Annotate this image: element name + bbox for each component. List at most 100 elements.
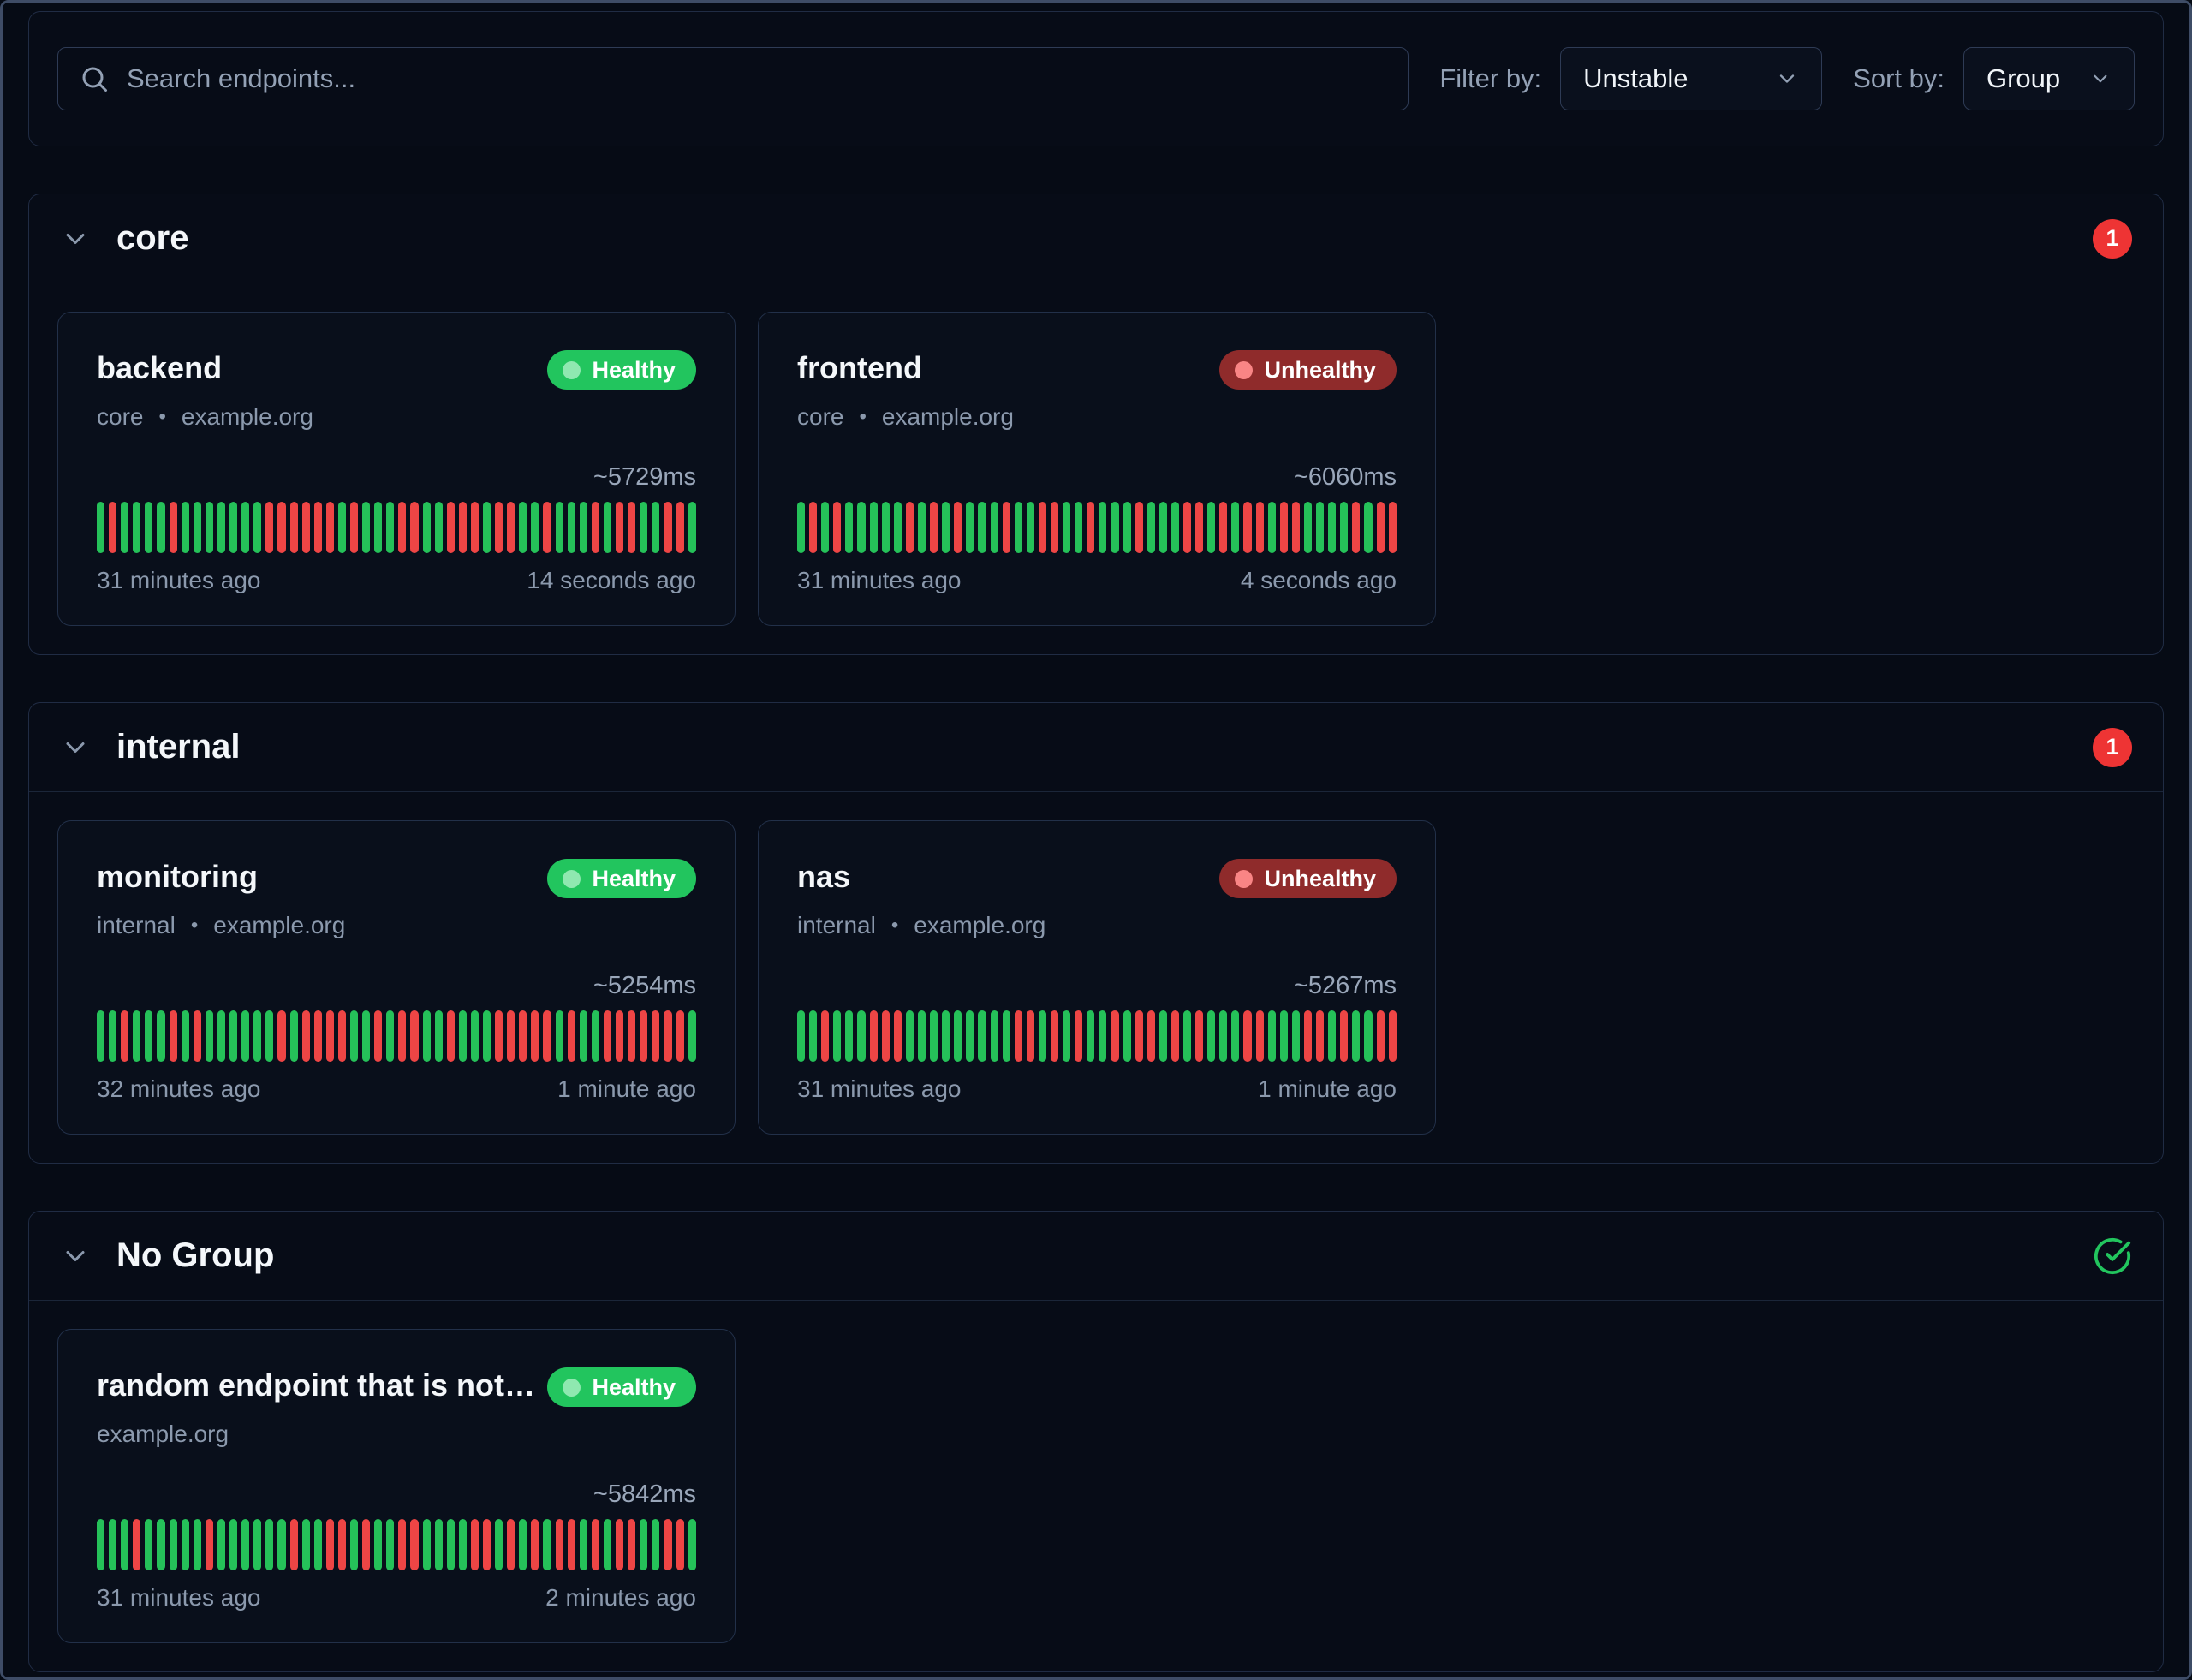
uptime-bar[interactable] [531, 1519, 539, 1570]
uptime-bar[interactable] [205, 1010, 213, 1062]
uptime-bar[interactable] [398, 1010, 407, 1062]
uptime-bar[interactable] [1340, 502, 1349, 553]
uptime-bar[interactable] [386, 1010, 395, 1062]
uptime-bar[interactable] [241, 1010, 250, 1062]
uptime-bar[interactable] [386, 1519, 395, 1570]
uptime-bar[interactable] [978, 1010, 986, 1062]
uptime-bar[interactable] [181, 1010, 189, 1062]
uptime-bar[interactable] [507, 1010, 515, 1062]
uptime-bar[interactable] [277, 1519, 286, 1570]
uptime-bar[interactable] [133, 1010, 141, 1062]
uptime-bar[interactable] [1123, 502, 1131, 553]
uptime-bar[interactable] [688, 1010, 696, 1062]
uptime-bar[interactable] [616, 1010, 624, 1062]
uptime-bar[interactable] [1388, 1010, 1397, 1062]
uptime-bar[interactable] [458, 502, 467, 553]
uptime-bar[interactable] [349, 502, 359, 553]
endpoint-card[interactable]: nas Unhealthy internal • example.org ~52… [758, 820, 1436, 1135]
uptime-bar[interactable] [893, 1010, 902, 1062]
uptime-bar[interactable] [1123, 1010, 1131, 1062]
uptime-bar[interactable] [446, 1010, 455, 1062]
uptime-bar[interactable] [543, 1519, 551, 1570]
uptime-bar[interactable] [543, 1010, 551, 1062]
uptime-bar[interactable] [229, 1010, 238, 1062]
uptime-bar[interactable] [857, 1010, 866, 1062]
uptime-bar[interactable] [217, 502, 226, 553]
uptime-bar[interactable] [954, 1010, 962, 1062]
uptime-bar[interactable] [217, 1519, 226, 1570]
uptime-bar[interactable] [1364, 1010, 1373, 1062]
uptime-bar[interactable] [1376, 502, 1385, 553]
uptime-bar[interactable] [325, 1519, 334, 1570]
uptime-bar[interactable] [688, 1519, 696, 1570]
search-input[interactable] [127, 63, 1388, 94]
uptime-bar[interactable] [483, 1010, 491, 1062]
uptime-bar[interactable] [531, 502, 539, 553]
uptime-bar[interactable] [519, 1519, 527, 1570]
uptime-bar[interactable] [157, 1010, 165, 1062]
uptime-bar[interactable] [1231, 1010, 1240, 1062]
uptime-bar[interactable] [652, 1010, 660, 1062]
uptime-bar[interactable] [241, 502, 250, 553]
uptime-bar[interactable] [881, 1010, 890, 1062]
group-header[interactable]: No Group [29, 1212, 2163, 1301]
uptime-bar[interactable] [253, 1519, 262, 1570]
uptime-bar[interactable] [664, 502, 672, 553]
uptime-bar[interactable] [1002, 502, 1010, 553]
uptime-bar[interactable] [193, 1519, 201, 1570]
uptime-bar[interactable] [917, 1010, 926, 1062]
uptime-bar[interactable] [313, 1519, 322, 1570]
uptime-bar[interactable] [193, 502, 201, 553]
uptime-bar[interactable] [265, 502, 274, 553]
uptime-bar[interactable] [966, 502, 974, 553]
uptime-bar[interactable] [942, 1010, 950, 1062]
uptime-bar[interactable] [446, 502, 455, 553]
uptime-bar[interactable] [1026, 502, 1034, 553]
uptime-bar[interactable] [1207, 1010, 1216, 1062]
uptime-bar[interactable] [1388, 502, 1397, 553]
uptime-bar[interactable] [1279, 1010, 1288, 1062]
uptime-bar[interactable] [483, 1519, 491, 1570]
uptime-bar[interactable] [1147, 1010, 1155, 1062]
uptime-bar[interactable] [1002, 1010, 1010, 1062]
uptime-bar[interactable] [664, 1519, 672, 1570]
uptime-bar[interactable] [640, 1519, 648, 1570]
uptime-bar[interactable] [1014, 1010, 1022, 1062]
uptime-bar[interactable] [579, 1010, 587, 1062]
uptime-bar[interactable] [181, 1519, 189, 1570]
uptime-bar[interactable] [1255, 1010, 1264, 1062]
uptime-bar[interactable] [1183, 502, 1192, 553]
uptime-bar[interactable] [676, 1519, 684, 1570]
uptime-bar[interactable] [374, 1010, 383, 1062]
uptime-bar[interactable] [942, 502, 950, 553]
uptime-bar[interactable] [591, 1519, 599, 1570]
uptime-bar[interactable] [1050, 502, 1059, 553]
uptime-bar[interactable] [398, 502, 407, 553]
uptime-bar[interactable] [579, 1519, 587, 1570]
uptime-bar[interactable] [362, 502, 371, 553]
uptime-bar[interactable] [1135, 502, 1143, 553]
uptime-bar[interactable] [1267, 1010, 1276, 1062]
uptime-bar[interactable] [603, 1519, 612, 1570]
uptime-bar[interactable] [567, 1010, 575, 1062]
uptime-bar[interactable] [1303, 1010, 1313, 1062]
uptime-bar[interactable] [495, 502, 503, 553]
uptime-bar[interactable] [917, 502, 926, 553]
uptime-bar[interactable] [374, 502, 383, 553]
uptime-bar[interactable] [1207, 502, 1216, 553]
uptime-bar[interactable] [1183, 1010, 1192, 1062]
uptime-bar[interactable] [205, 502, 213, 553]
uptime-bar[interactable] [362, 1519, 371, 1570]
uptime-bar[interactable] [265, 1519, 274, 1570]
uptime-bar[interactable] [205, 1519, 213, 1570]
uptime-bar[interactable] [265, 1010, 274, 1062]
search-box[interactable] [57, 47, 1409, 110]
uptime-bar[interactable] [821, 1010, 830, 1062]
uptime-bar[interactable] [362, 1010, 371, 1062]
uptime-bar[interactable] [313, 502, 322, 553]
uptime-bar[interactable] [217, 1010, 226, 1062]
uptime-bar[interactable] [1063, 502, 1071, 553]
uptime-bar[interactable] [253, 1010, 262, 1062]
uptime-bar[interactable] [869, 502, 878, 553]
uptime-bar[interactable] [809, 1010, 818, 1062]
